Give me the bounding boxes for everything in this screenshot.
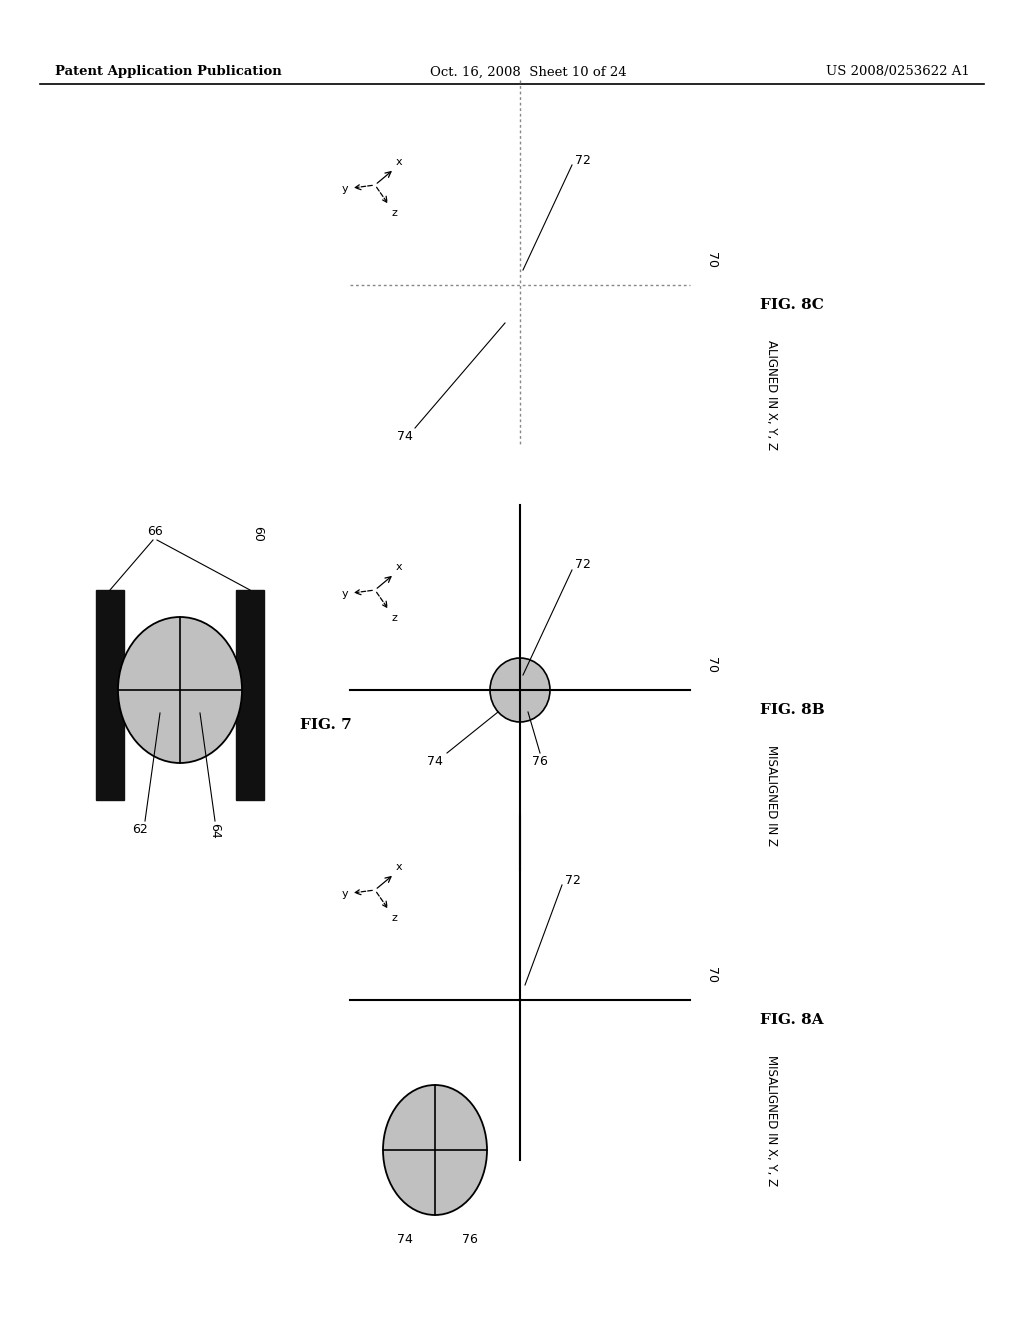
Text: FIG. 8B: FIG. 8B xyxy=(760,704,824,717)
Text: 74: 74 xyxy=(427,755,443,768)
Text: ALIGNED IN X, Y, Z: ALIGNED IN X, Y, Z xyxy=(765,341,778,450)
Text: 64: 64 xyxy=(209,822,221,838)
Text: MISALIGNED IN X, Y, Z: MISALIGNED IN X, Y, Z xyxy=(765,1055,778,1187)
Ellipse shape xyxy=(118,616,242,763)
Text: 74: 74 xyxy=(397,1233,413,1246)
Text: 72: 72 xyxy=(575,153,591,166)
Text: y: y xyxy=(342,183,349,194)
Text: Patent Application Publication: Patent Application Publication xyxy=(55,66,282,78)
Text: z: z xyxy=(391,209,397,218)
Text: 70: 70 xyxy=(705,968,718,983)
Text: 62: 62 xyxy=(132,822,147,836)
Text: z: z xyxy=(391,612,397,623)
Text: y: y xyxy=(342,589,349,599)
Text: y: y xyxy=(342,888,349,899)
Text: MISALIGNED IN Z: MISALIGNED IN Z xyxy=(765,744,778,846)
Text: FIG. 7: FIG. 7 xyxy=(300,718,352,733)
Text: 70: 70 xyxy=(705,252,718,268)
Text: x: x xyxy=(396,862,402,873)
Text: FIG. 8A: FIG. 8A xyxy=(760,1012,823,1027)
Text: 60: 60 xyxy=(252,527,264,543)
Text: US 2008/0253622 A1: US 2008/0253622 A1 xyxy=(826,66,970,78)
Ellipse shape xyxy=(490,657,550,722)
Text: 72: 72 xyxy=(565,874,581,887)
Text: x: x xyxy=(396,157,402,168)
Text: x: x xyxy=(396,562,402,573)
Text: z: z xyxy=(391,913,397,923)
Text: Oct. 16, 2008  Sheet 10 of 24: Oct. 16, 2008 Sheet 10 of 24 xyxy=(430,66,627,78)
Text: 74: 74 xyxy=(397,430,413,444)
Bar xyxy=(236,590,264,800)
Bar xyxy=(96,590,124,800)
Text: 76: 76 xyxy=(462,1233,478,1246)
Text: 70: 70 xyxy=(705,657,718,673)
Text: 72: 72 xyxy=(575,558,591,572)
Text: 66: 66 xyxy=(147,525,163,539)
Text: 76: 76 xyxy=(532,755,548,768)
Ellipse shape xyxy=(383,1085,487,1214)
Text: FIG. 8C: FIG. 8C xyxy=(760,298,824,312)
